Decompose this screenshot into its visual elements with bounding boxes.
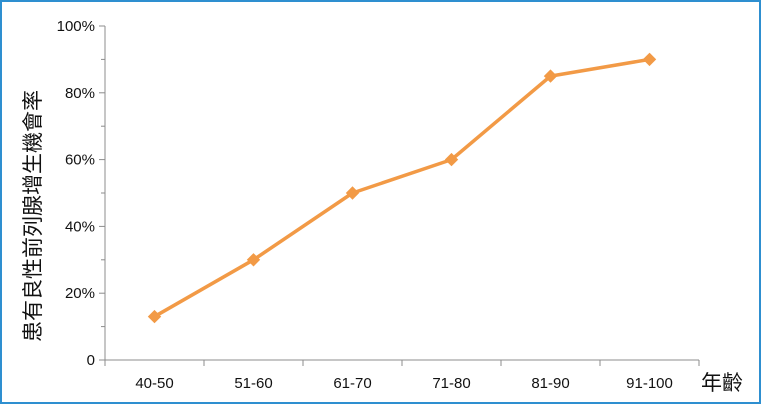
data-point-marker [543, 69, 558, 83]
x-axis-title: 年齡 [701, 372, 743, 395]
series [147, 52, 657, 324]
x-tick-label: 91-100 [626, 375, 673, 392]
x-tick-label: 81-90 [531, 375, 569, 392]
data-point-marker [345, 186, 360, 200]
data-point-marker [147, 309, 162, 324]
y-tick-label: 0 [87, 352, 95, 369]
y-tick-label: 60% [65, 152, 95, 169]
y-tick-label: 80% [65, 85, 95, 102]
x-tick-label: 71-80 [432, 375, 470, 392]
x-axis-ticks: 40-50 51-60 61-70 71-80 81-90 91-100 [104, 360, 700, 392]
series-line [152, 57, 652, 319]
y-tick-label: 100% [57, 18, 95, 35]
data-point-marker [444, 152, 459, 167]
y-axis-ticks: 0 20% 40% 60% 80% 100% [57, 18, 105, 369]
y-tick-label: 20% [65, 285, 95, 302]
data-point-marker [246, 253, 261, 267]
axes [104, 26, 699, 361]
y-axis-title: 患有良性前列腺增生機會率 [22, 90, 45, 342]
x-tick-label: 40-50 [135, 375, 173, 392]
y-tick-label: 40% [65, 218, 95, 235]
x-tick-label: 61-70 [333, 375, 371, 392]
data-point-marker [642, 52, 657, 67]
x-tick-label: 51-60 [234, 375, 272, 392]
